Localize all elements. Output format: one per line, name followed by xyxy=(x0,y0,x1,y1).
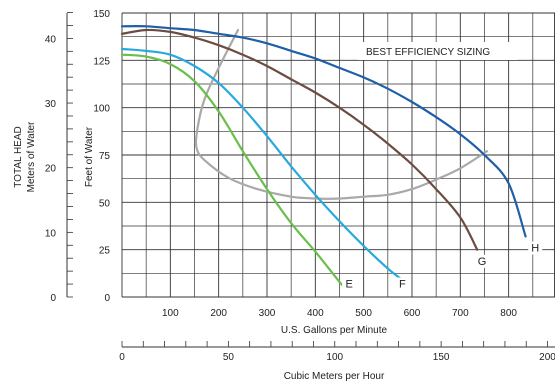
primary-x-tick-label: 700 xyxy=(452,308,469,319)
pump-curves-layer: E F G H xyxy=(120,25,543,291)
pump-curve-g xyxy=(120,28,479,251)
curve-label-background xyxy=(395,277,410,291)
secondary-y-axis-label-line2: Meters of Water xyxy=(26,121,37,192)
primary-x-tick-label: 800 xyxy=(500,308,517,319)
primary-x-tick-label: 200 xyxy=(210,308,227,319)
secondary-y-tick-label: 10 xyxy=(45,228,57,239)
secondary-x-tick-label: 50 xyxy=(223,352,235,363)
secondary-x-tick-label: 150 xyxy=(433,352,450,363)
secondary-y-axis-label-line1: TOTAL HEAD xyxy=(13,126,24,188)
primary-x-tick-label: 300 xyxy=(259,308,276,319)
primary-y-tick-label: 125 xyxy=(93,56,110,67)
primary-y-tick-label: 75 xyxy=(99,151,111,162)
pump-curve-f xyxy=(120,47,401,280)
curve-label-f: F xyxy=(399,279,406,291)
primary-y-tick-label: 0 xyxy=(104,293,110,304)
secondary-y-tick-label: 40 xyxy=(45,34,57,45)
secondary-y-tick-label: 0 xyxy=(50,293,56,304)
curve-label-h: H xyxy=(531,243,539,255)
primary-x-tick-label: 600 xyxy=(404,308,421,319)
efficiency-boundary-layer xyxy=(194,28,488,200)
axes: 100 200 300 400 500 600 700 8000255075100125150… xyxy=(45,9,555,363)
primary-y-axis-label: Feet of Water xyxy=(84,126,95,187)
pump-curve-e xyxy=(120,53,348,291)
curve-label-background xyxy=(475,254,490,268)
curve-label-e: E xyxy=(345,279,352,291)
primary-x-tick-label: 500 xyxy=(355,308,372,319)
secondary-y-tick-label: 30 xyxy=(45,99,57,110)
secondary-x-tick-label: 200 xyxy=(539,352,555,363)
primary-y-tick-label: 25 xyxy=(99,246,111,257)
efficiency-boundary-curve xyxy=(194,28,488,200)
secondary-x-tick-label: 0 xyxy=(119,352,125,363)
grid xyxy=(121,12,555,298)
curve-label-g: G xyxy=(478,256,487,268)
primary-y-tick-label: 150 xyxy=(93,9,110,20)
primary-y-tick-label: 50 xyxy=(99,198,111,209)
secondary-x-axis-label: Cubic Meters per Hour xyxy=(284,371,385,382)
primary-y-tick-label: 100 xyxy=(93,104,110,115)
primary-x-axis-label: U.S. Gallons per Minute xyxy=(281,325,388,336)
pump-curve-h xyxy=(120,25,527,238)
primary-x-tick-label: 100 xyxy=(162,308,179,319)
annotation-background xyxy=(358,42,518,60)
secondary-x-tick-label: 100 xyxy=(326,352,343,363)
secondary-y-tick-label: 20 xyxy=(45,164,57,175)
curve-label-background xyxy=(342,277,357,291)
curve-label-background xyxy=(528,241,543,255)
best-efficiency-annotation: BEST EFFICIENCY SIZING xyxy=(366,47,490,58)
primary-x-tick-label: 400 xyxy=(307,308,324,319)
